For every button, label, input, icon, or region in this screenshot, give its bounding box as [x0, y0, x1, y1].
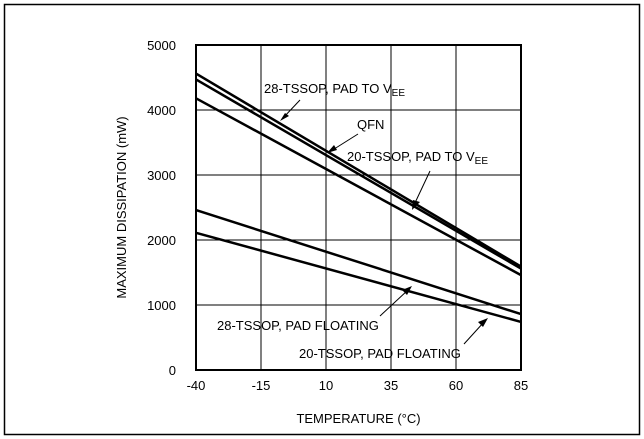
- x-tick-label-2: 10: [319, 378, 333, 393]
- series-line-0: [195, 72, 522, 268]
- tick-labels: -40 -15 10 35 60 85 0 1000 2000 3000 4000 5000: [147, 38, 528, 393]
- outer-frame: [3, 3, 641, 436]
- x-tick-label-0: -40: [187, 378, 206, 393]
- x-tick-label-4: 60: [449, 378, 463, 393]
- leader-20tssop-pad-floating: [463, 321, 485, 345]
- plot-frame: [195, 44, 522, 371]
- x-tick-label-3: 35: [384, 378, 398, 393]
- annotation-20tssop-pad-vee: 20-TSSOP, PAD TO VEE: [347, 149, 488, 167]
- leader-20tssop-pad-vee: [413, 170, 431, 206]
- y-tick-label-1: 1000: [147, 298, 176, 313]
- arrowhead-28tssop-pad-floating: [402, 286, 412, 295]
- y-tick-label-3: 3000: [147, 168, 176, 183]
- y-axis-title: MAXIMUM DISSIPATION (mW): [114, 116, 129, 298]
- x-tick-label-5: 85: [514, 378, 528, 393]
- x-axis-title: TEMPERATURE (°C): [296, 411, 420, 426]
- y-tick-label-2: 2000: [147, 233, 176, 248]
- y-tick-label-5: 5000: [147, 38, 176, 53]
- series-line-4: [195, 231, 522, 324]
- series-lines: [195, 72, 522, 324]
- annotation-28tssop-pad-vee: 28-TSSOP, PAD TO VEE: [264, 81, 405, 99]
- series-line-1: [195, 78, 522, 270]
- annotations: 28-TSSOP, PAD TO VEE QFN 20-TSSOP, PAD T…: [217, 81, 488, 361]
- x-tick-label-1: -15: [252, 378, 271, 393]
- annotation-28tssop-pad-floating: 28-TSSOP, PAD FLOATING: [217, 318, 379, 333]
- arrowhead-20tssop-pad-vee: [412, 200, 420, 210]
- series-line-2: [195, 97, 522, 277]
- y-tick-label-0: 0: [169, 363, 176, 378]
- arrowhead-qfn: [327, 145, 337, 153]
- series-line-3: [195, 208, 522, 316]
- annotation-qfn: QFN: [357, 117, 384, 132]
- arrowhead-28tssop-pad-vee: [280, 113, 289, 121]
- arrowhead-20tssop-pad-floating: [478, 318, 488, 327]
- annotation-20tssop-pad-floating: 20-TSSOP, PAD FLOATING: [299, 346, 461, 361]
- leader-28tssop-pad-floating: [379, 289, 409, 317]
- y-tick-label-4: 4000: [147, 103, 176, 118]
